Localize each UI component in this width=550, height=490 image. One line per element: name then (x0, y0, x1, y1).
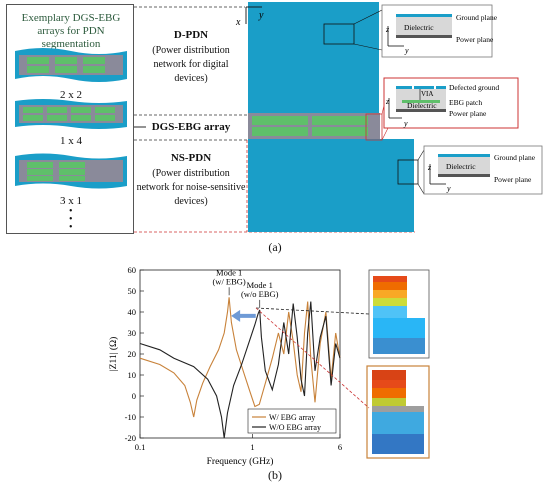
annotation-mode-qualifier: (w/ EBG) (212, 276, 245, 286)
panel-title: Exemplary DGS-EBG arrays for PDN segment… (21, 12, 121, 50)
array-1x4-graphic (15, 99, 127, 129)
annotation-mode-qualifier: (w/o EBG) (241, 289, 279, 299)
inset-bot-dielectric: Dielectric (446, 162, 476, 171)
caption-b: (b) (268, 468, 282, 482)
board-diagram: y x z y Ground plane Dielectric Power pl… (134, 2, 543, 233)
y-tick-label: 60 (128, 265, 137, 275)
x-tick-label: 1 (250, 442, 254, 452)
array-label-1x4: 1 x 4 (60, 135, 82, 147)
nspdn-title: NS-PDN (170, 152, 212, 164)
y-axis-label: |Z11| (Ω) (108, 337, 119, 372)
inset-mid-power: Power plane (449, 109, 487, 118)
svg-text:y: y (403, 119, 408, 128)
annotation-mode: Mode 1 (216, 267, 242, 277)
x-tick-label: 6 (338, 442, 342, 452)
inset-mid-defected: Defected ground (449, 83, 499, 92)
nspdn-plane (248, 139, 414, 232)
svg-text:z: z (427, 163, 432, 172)
ellipsis-dots: • • • (69, 206, 73, 233)
inset-mid-dielectric: Dielectric (407, 101, 437, 110)
dgs-ebg-array-title: DGS-EBG array (151, 121, 231, 133)
inset-top-ground: Ground plane (456, 13, 498, 22)
y-tick-label: -20 (125, 433, 136, 443)
series-line-with-ebg (139, 297, 341, 418)
inset-mid-via: VIA (421, 90, 433, 98)
dpdn-desc: (Power distribution network for digital … (152, 45, 230, 84)
inset-top-power: Power plane (456, 35, 494, 44)
array-examples-panel: Exemplary DGS-EBG arrays for PDN segment… (6, 4, 134, 234)
array-2x2-graphic (15, 48, 127, 82)
field-plot-top (368, 269, 430, 359)
mode-shift-arrowhead (231, 309, 241, 322)
axis-x-label: x (235, 17, 241, 28)
svg-text:y: y (404, 46, 409, 55)
legend-label: W/ EBG array (269, 413, 315, 422)
dpdn-plane (248, 2, 379, 115)
inset-bot-ground: Ground plane (494, 153, 536, 162)
inset-bot-power: Power plane (494, 175, 532, 184)
array-label-2x2: 2 x 2 (60, 89, 82, 101)
legend-box (247, 408, 337, 434)
svg-text:y: y (446, 184, 451, 193)
y-tick-label: 30 (128, 328, 137, 338)
inset-mid-ebg: EBG patch (449, 98, 482, 107)
nspdn-desc: (Power distribution network for noise-se… (136, 168, 246, 207)
y-tick-label: 0 (132, 391, 136, 401)
y-tick-label: -10 (125, 412, 136, 422)
field-plot-bottom (366, 365, 430, 459)
axis-y-label: y (258, 10, 264, 21)
impedance-chart: -20 -10 0 10 20 30 40 50 60 0.1 1 6 Frequency (GHz) |… (108, 265, 430, 467)
caption-a: (a) (268, 240, 282, 254)
svg-text:z: z (385, 25, 390, 34)
inset-top-dielectric: Dielectric (404, 23, 434, 32)
y-tick-label: 20 (128, 349, 137, 359)
y-tick-label: 40 (128, 307, 137, 317)
y-tick-label: 50 (128, 286, 137, 296)
array-3x1-graphic (15, 153, 127, 189)
annotation-mode: Mode 1 (247, 280, 273, 290)
x-tick-label: 0.1 (135, 442, 146, 452)
y-tick-label: 10 (128, 370, 137, 380)
svg-text:z: z (385, 97, 390, 106)
array-label-3x1: 3 x 1 (60, 195, 82, 207)
legend-label: W/O EBG array (269, 423, 321, 432)
series-line-without-ebg (139, 301, 341, 439)
dpdn-title: D-PDN (173, 29, 209, 41)
x-axis-label: Frequency (GHz) (207, 456, 274, 467)
